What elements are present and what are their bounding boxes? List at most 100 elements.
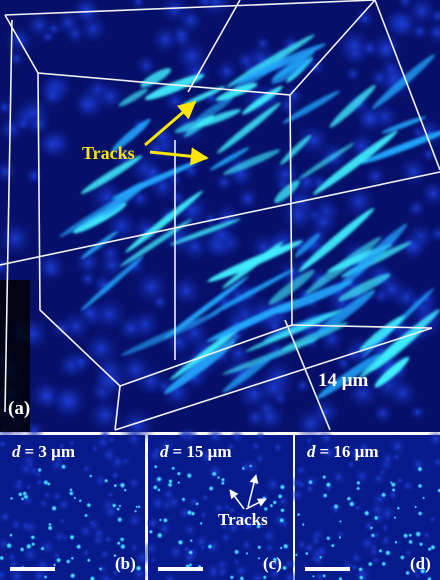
particle [229,575,234,580]
cell [353,467,371,485]
particle [43,479,49,485]
particle [220,477,225,482]
particle [86,502,92,508]
depth-variable: d [160,442,169,461]
particle [408,533,412,537]
particle [37,467,42,472]
cell [250,440,262,452]
cell [19,519,32,532]
particle [6,542,13,549]
particle [295,553,298,556]
particle [76,544,82,550]
particle [384,550,391,557]
particle [325,481,332,488]
particle [346,496,351,501]
scale-label: 14 μm [318,370,369,391]
particle [65,559,70,564]
cell [244,406,267,429]
particle [381,492,387,498]
particle [422,496,425,499]
particle [137,505,141,509]
particle [70,556,74,560]
cell [176,427,191,442]
particle [308,479,314,485]
cell [344,65,362,83]
particle [356,486,361,491]
particle [419,542,424,547]
depth-value: = 15 μm [173,442,232,461]
particle [330,543,335,548]
annotation: Tracks [82,143,135,163]
annotation: Tracks [218,510,268,529]
particle [322,475,327,480]
particle [69,534,75,540]
cell [147,517,160,530]
particle [159,518,163,522]
cell [387,7,421,41]
particle [396,506,400,510]
particle [391,488,396,493]
particle [277,493,283,499]
panel: d= 3 μm(b) [0,429,151,580]
particle [279,546,282,549]
cell [263,541,276,554]
cell [297,480,307,490]
particle [326,536,331,541]
particle [168,479,173,484]
cell [254,35,271,52]
particle [188,550,194,556]
cell [368,546,380,558]
particle [153,465,157,469]
cell [90,444,99,453]
particle [84,513,89,518]
cell [98,548,111,561]
cell [149,556,157,564]
particle [370,533,375,538]
cell [401,478,416,493]
particle [53,563,57,567]
particle [414,505,417,508]
cell [15,478,23,486]
cell [187,495,202,510]
cell [49,382,89,422]
cell [125,429,143,447]
cell [24,483,33,492]
particle [282,543,289,550]
cell [363,164,388,189]
particle [403,533,409,539]
depth-value: = 3 μm [25,442,76,461]
particle [339,520,342,523]
particle [408,539,414,545]
particle [135,565,142,572]
panel: d= 15 μm(c)Tracks [143,427,299,580]
particle [319,555,323,559]
particle [338,536,341,539]
particle [393,516,396,519]
particle [323,493,328,498]
cell [116,314,145,343]
cell [354,103,386,135]
particle [189,539,193,543]
particle [51,505,58,512]
figure: Tracks 14 μm (a) d= 3 μm(b)d= 15 μm(c)Tr… [0,0,440,580]
particle [417,466,423,472]
particle [381,561,387,567]
particle [363,510,370,517]
cell [229,429,244,444]
particle [312,575,315,578]
particle [269,503,273,507]
particle [430,544,436,550]
particle [208,485,214,491]
particle [417,483,423,489]
cell [164,492,183,511]
particle [305,551,309,555]
cell [100,446,119,465]
cell [126,475,142,491]
particle [22,491,28,497]
particle [262,575,267,580]
particle [280,508,285,513]
particle [279,517,285,523]
particle [116,541,121,546]
particle [257,545,262,550]
particle [60,464,66,470]
